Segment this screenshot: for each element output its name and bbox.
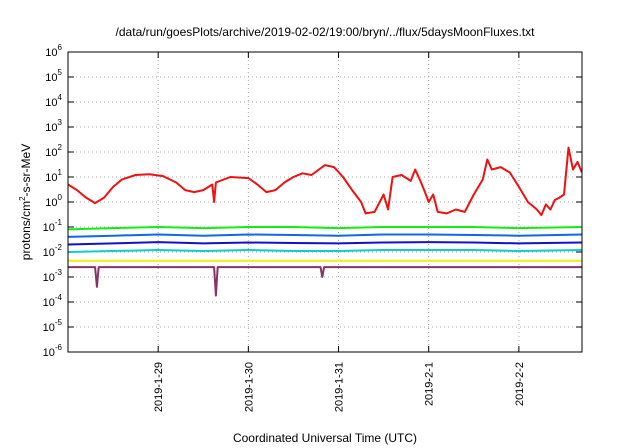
y-tick-label: 10-3	[43, 268, 63, 284]
plot-area	[68, 146, 582, 297]
y-axis-label-main: protons/cm	[19, 201, 33, 260]
y-axis-label-rest: -s-sr-MeV	[19, 144, 33, 197]
plot-frame	[67, 51, 583, 353]
series-line-1	[68, 146, 582, 217]
y-tick-label: 102	[45, 143, 62, 159]
y-axis-ticks: 10-6 10-5 10-4 10-3 10-2 10-1 100 101 102 103 104 1…	[43, 43, 582, 359]
y-tick-label: 106	[45, 43, 62, 59]
series-line-3	[68, 233, 582, 238]
y-tick-label: 100	[45, 193, 62, 209]
y-axis-label-sup: 2	[18, 196, 27, 201]
y-axis-label: protons/cm2-s-sr-MeV	[18, 144, 33, 260]
x-axis-ticks: 2019-1-29 2019-1-30 2019-1-31 2019-2-1 2019-…	[153, 52, 526, 412]
x-tick-label: 2019-1-31	[334, 362, 346, 412]
y-tick-label: 10-2	[43, 243, 63, 259]
series-line-2	[68, 226, 582, 231]
series-line-7	[68, 266, 582, 297]
x-tick-label: 2019-1-29	[153, 362, 165, 412]
y-tick-label: 10-6	[43, 343, 63, 359]
chart-title: /data/run/goesPlots/archive/2019-02-02/1…	[116, 25, 536, 39]
y-tick-label: 10-1	[43, 218, 63, 234]
y-tick-label: 10-4	[43, 293, 63, 309]
y-tick-label: 10-5	[43, 318, 63, 334]
series-line-5	[68, 249, 582, 253]
y-tick-label: 101	[45, 168, 62, 184]
series-line-4	[68, 241, 582, 246]
y-tick-label: 103	[45, 118, 62, 134]
grid	[68, 51, 582, 353]
y-tick-label: 105	[45, 68, 62, 84]
x-tick-label: 2019-2-2	[514, 362, 526, 406]
x-axis-label: Coordinated Universal Time (UTC)	[233, 431, 417, 445]
x-tick-label: 2019-2-1	[424, 362, 436, 406]
x-tick-label: 2019-1-30	[243, 362, 255, 412]
y-tick-label: 104	[45, 93, 62, 109]
